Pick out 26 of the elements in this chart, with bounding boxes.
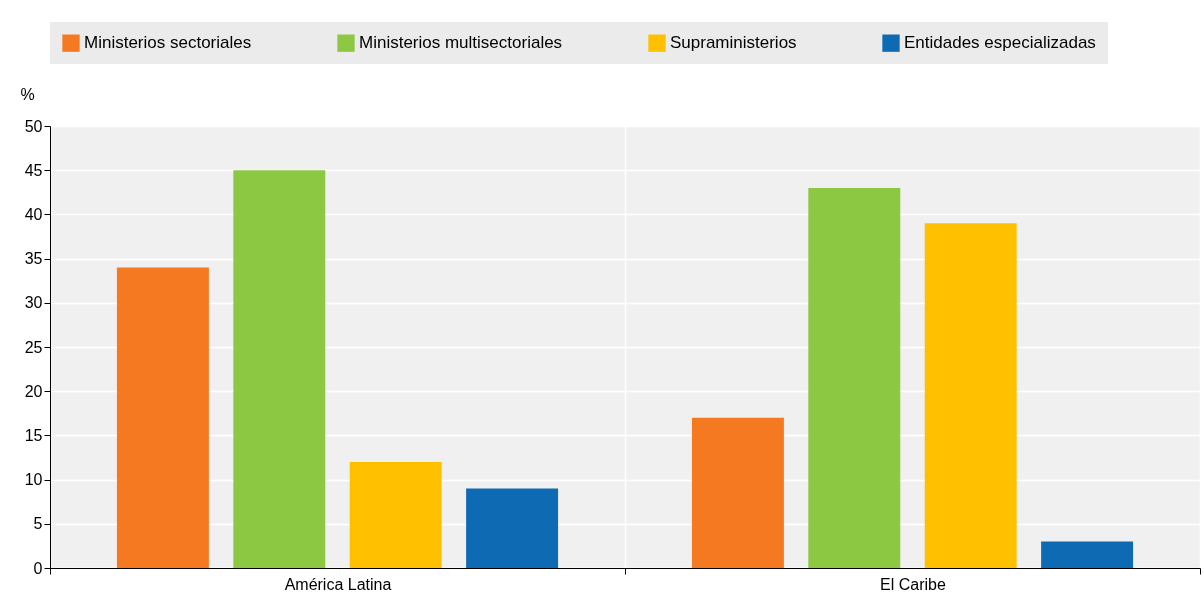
y-tick-label: 35 bbox=[24, 250, 43, 268]
y-axis-title: % bbox=[20, 85, 35, 103]
x-tick-label: América Latina bbox=[284, 575, 392, 593]
y-tick-label: 30 bbox=[24, 294, 43, 312]
bar bbox=[924, 223, 1017, 568]
legend-label: Ministerios sectoriales bbox=[84, 33, 252, 53]
y-tick-label: 25 bbox=[24, 338, 43, 356]
bar bbox=[1041, 541, 1134, 568]
y-tick-label: 0 bbox=[33, 559, 43, 577]
bar bbox=[466, 488, 559, 568]
y-tick-label: 5 bbox=[33, 515, 43, 533]
legend-label: Supraministerios bbox=[670, 33, 797, 53]
legend-label: Ministerios multisectoriales bbox=[359, 33, 563, 53]
y-tick-label: 45 bbox=[24, 161, 43, 179]
x-tick-label: El Caribe bbox=[880, 575, 946, 593]
bar bbox=[691, 417, 784, 568]
y-tick-label: 40 bbox=[24, 205, 43, 223]
bar bbox=[808, 187, 901, 568]
legend-label: Entidades especializadas bbox=[904, 33, 1096, 53]
bar bbox=[233, 170, 326, 568]
bar bbox=[116, 267, 209, 568]
bar bbox=[349, 461, 442, 568]
y-tick-label: 10 bbox=[24, 471, 43, 489]
y-tick-label: 50 bbox=[24, 117, 43, 135]
y-tick-label: 20 bbox=[24, 382, 43, 400]
y-tick-label: 15 bbox=[24, 426, 43, 444]
